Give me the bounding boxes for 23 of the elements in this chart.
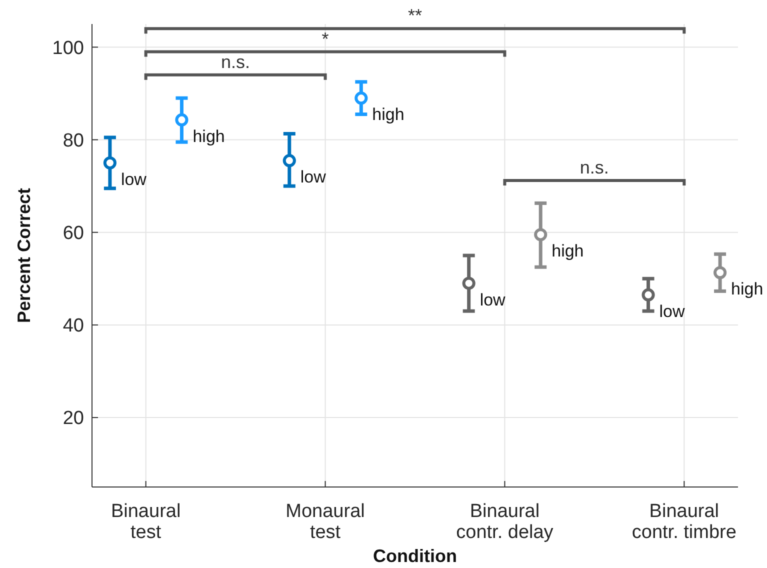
annotation: n.s. xyxy=(580,157,609,178)
data-label: low xyxy=(659,302,686,321)
y-tick-label: 80 xyxy=(62,130,84,152)
data-label: high xyxy=(372,105,404,124)
annotation: n.s. xyxy=(221,52,250,72)
y-tick-label: 60 xyxy=(62,223,84,244)
x-axis-title: Condition xyxy=(373,546,457,566)
x-tick-label: Binaural test xyxy=(110,501,181,543)
x-tick-label: Binaural contr. timbre xyxy=(632,501,736,543)
data-label: high xyxy=(552,242,584,261)
x-tick-label: Monaural test xyxy=(286,501,365,543)
data-label: high xyxy=(192,126,225,146)
data-label: low xyxy=(300,168,327,187)
data-label: high xyxy=(731,280,764,299)
data-label: low xyxy=(480,290,506,310)
annotation: ** xyxy=(408,6,422,26)
x-tick-label: Binaural contr. delay xyxy=(456,501,554,543)
annotation: * xyxy=(322,28,329,49)
y-tick-label: 40 xyxy=(62,316,84,337)
data-label: low xyxy=(120,170,148,189)
y-axis-title: Percent Correct xyxy=(14,188,34,324)
y-tick-label: 20 xyxy=(62,408,84,430)
y-tick-label: 100 xyxy=(52,38,84,59)
